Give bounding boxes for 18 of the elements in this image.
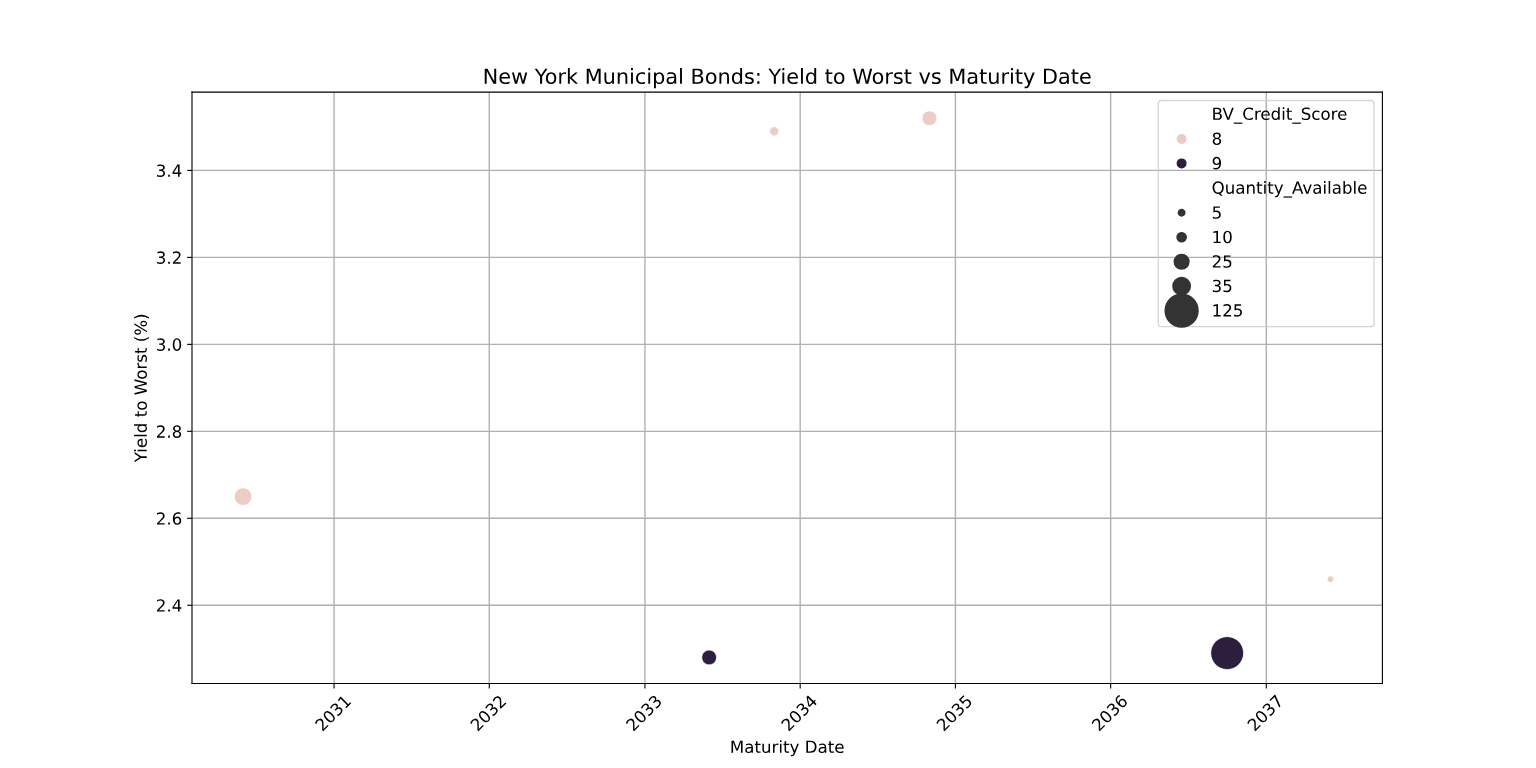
y-tick-label: 2.6 [156,512,182,525]
x-axis-title: Maturity Date [731,740,844,757]
y-tick-label: 2.4 [156,599,182,612]
y-tick-label: 3.0 [157,338,182,351]
text: Quantity_Available [1212,181,1367,198]
text: BV_Credit_Score [1213,107,1347,124]
y-tick-label: 2.8 [156,425,182,438]
legend-label: 10 [1213,230,1232,244]
legend-label: 8 [1212,132,1222,145]
legend-label: 25 [1212,255,1232,268]
legend-label: 125 [1213,304,1242,317]
legend-label: 35 [1212,279,1232,293]
y-tick-label: 3.4 [157,164,182,177]
legend-label: 9 [1212,156,1222,170]
chart-title: New York Municipal Bonds: Yield to Worst vs Maturity Date [484,68,1091,89]
y-tick-label: 3.2 [157,251,181,264]
legend-label: 5 [1212,206,1221,219]
y-axis-title: Yield to Worst (%) [134,314,149,463]
